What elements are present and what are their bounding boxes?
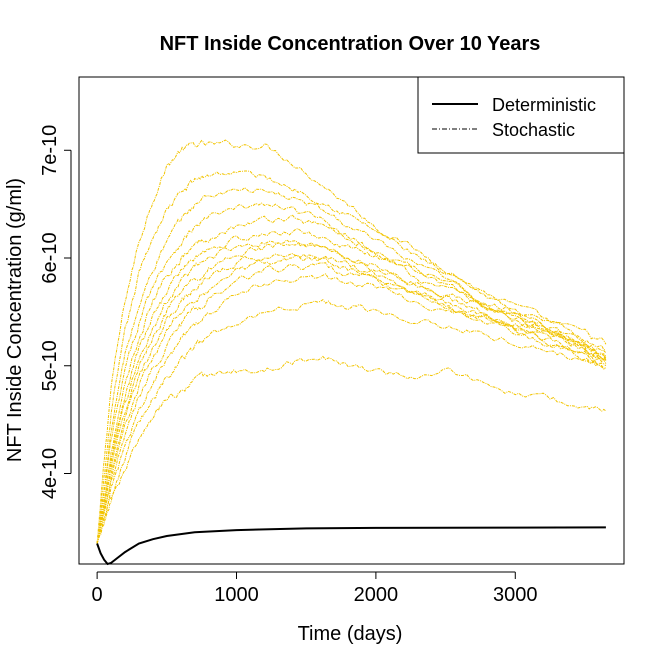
x-axis-label: Time (days): [298, 623, 403, 645]
y-axis: 4e-10 5e-10 6e-10 7e-10: [39, 125, 72, 499]
stochastic-series-line: [96, 242, 607, 544]
chart-title: NFT Inside Concentration Over 10 Years: [160, 33, 541, 55]
stochastic-series-line: [96, 355, 607, 544]
stochastic-series-line: [96, 262, 607, 544]
stochastic-series-line: [96, 170, 607, 544]
y-axis-label: NFT Inside Concentration (g/ml): [4, 178, 26, 462]
stochastic-series-group: [96, 139, 607, 544]
stochastic-series-line: [96, 253, 607, 544]
legend: Deterministic Stochastic: [417, 76, 625, 154]
stochastic-series-line: [96, 299, 606, 544]
stochastic-series-line: [96, 239, 607, 544]
y-tick-label: 6e-10: [39, 232, 61, 283]
legend-box: [417, 76, 625, 154]
stochastic-series-line: [96, 202, 607, 544]
x-tick-label: 2000: [354, 584, 399, 606]
y-tick-label: 7e-10: [39, 125, 61, 176]
stochastic-series-line: [96, 214, 606, 544]
stochastic-series-line: [96, 228, 607, 544]
deterministic-series-group: [96, 526, 606, 566]
legend-stochastic-label: Stochastic: [492, 120, 575, 140]
deterministic-series-line: [96, 526, 606, 566]
stochastic-series-line: [96, 273, 607, 544]
legend-deterministic-label: Deterministic: [492, 95, 596, 115]
plot-frame: [78, 76, 625, 565]
x-tick-label: 0: [92, 584, 103, 606]
y-tick-label: 5e-10: [39, 340, 61, 391]
stochastic-series-line: [96, 254, 607, 544]
y-tick-label: 4e-10: [39, 448, 61, 499]
stochastic-series-line: [96, 139, 607, 544]
x-axis: 0 1000 2000 3000: [92, 571, 538, 606]
x-tick-label: 1000: [214, 584, 259, 606]
x-tick-label: 3000: [493, 584, 538, 606]
